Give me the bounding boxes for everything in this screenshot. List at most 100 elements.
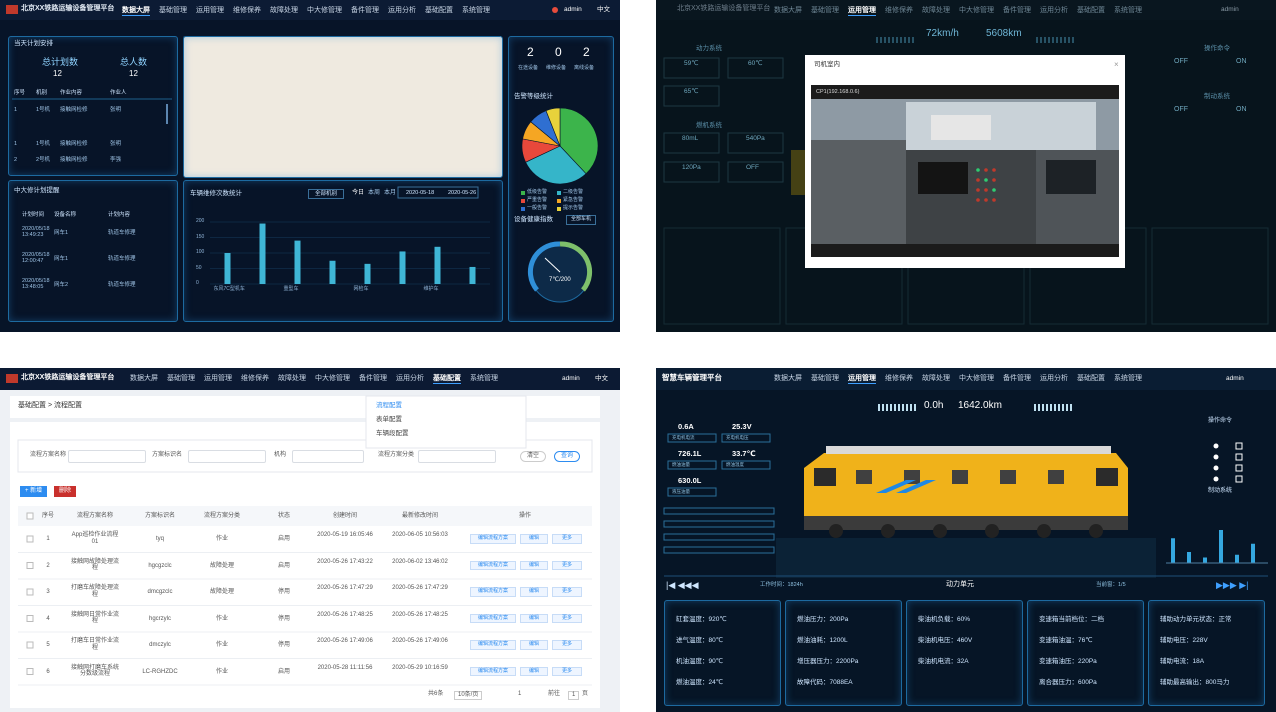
user-name[interactable]: admin (564, 6, 582, 13)
action-button[interactable]: 编辑 (520, 534, 548, 544)
nav-item[interactable]: 运用管理 (848, 7, 876, 16)
nav-item[interactable]: 故障处理 (278, 375, 306, 382)
pie-slice (559, 107, 599, 175)
deco (1038, 404, 1040, 411)
action-button[interactable]: 编辑 (520, 613, 548, 624)
action-button[interactable]: 编辑流程方案 (470, 666, 516, 677)
nav-item[interactable]: 运用管理 (848, 375, 876, 384)
nav-item[interactable]: 备件管理 (1003, 375, 1031, 382)
nav-item[interactable]: 备件管理 (359, 375, 387, 382)
language[interactable]: 中文 (595, 375, 608, 382)
pagination[interactable]: 1 (568, 691, 580, 700)
nav-item[interactable]: 系统管理 (1114, 375, 1142, 382)
user-name[interactable]: admin (1226, 375, 1244, 382)
add-button[interactable]: + 新增 (20, 486, 48, 497)
nav-item[interactable]: 备件管理 (1003, 7, 1031, 14)
period-tab[interactable]: 本周 (368, 190, 381, 196)
nav-item[interactable]: 运用管理 (196, 7, 224, 14)
action-button[interactable]: 编辑 (520, 560, 548, 571)
nav-item[interactable]: 故障处理 (270, 7, 298, 14)
select[interactable]: 全部机别 (308, 189, 345, 200)
clear-button[interactable]: 清空 (520, 451, 547, 462)
nav-item[interactable]: 中大修管理 (959, 375, 994, 382)
filter-input[interactable] (418, 450, 496, 463)
nav-item[interactable]: 运用分析 (388, 7, 416, 14)
metric-card (1027, 600, 1144, 706)
action-button[interactable]: 编辑 (520, 587, 548, 597)
user-name[interactable]: admin (1221, 6, 1239, 13)
menu-item[interactable]: 车辆段配置 (376, 430, 409, 437)
action-button[interactable]: 编辑 (520, 666, 548, 677)
nav-item[interactable]: 中大修管理 (307, 7, 342, 14)
date-input[interactable]: 2020-05-26 (448, 190, 477, 196)
legend-label: 紧急告警 (563, 197, 584, 203)
nav-item[interactable]: 基础配置 (1077, 7, 1105, 14)
nav-item[interactable]: 运用分析 (1040, 375, 1068, 382)
nav-item[interactable]: 数据大屏 (774, 7, 802, 14)
action-button[interactable]: 编辑流程方案 (470, 613, 516, 624)
delete-button[interactable]: 删除 (54, 486, 77, 497)
action-button[interactable]: 更多 (552, 666, 582, 677)
period-tab[interactable]: 本月 (384, 190, 397, 196)
nav-item[interactable]: 基础管理 (159, 7, 187, 14)
action-button[interactable]: 更多 (552, 534, 582, 544)
nav-item[interactable]: 基础配置 (433, 375, 461, 384)
nav-item[interactable]: 数据大屏 (774, 375, 802, 382)
filter-input[interactable] (188, 450, 266, 463)
section-title: 动力单元 (946, 581, 974, 588)
nav-item[interactable]: 数据大屏 (122, 7, 150, 16)
metric-card (664, 600, 781, 706)
nav-item[interactable]: 系统管理 (470, 375, 498, 382)
stat-value: 726.1L (678, 449, 702, 458)
bar (1251, 543, 1255, 563)
nav-item[interactable]: 基础管理 (167, 375, 195, 382)
nav-item[interactable]: 维修保养 (885, 375, 913, 382)
action-button[interactable]: 编辑流程方案 (470, 640, 516, 650)
pagination[interactable]: 1 (518, 691, 522, 697)
nav-item[interactable]: 故障处理 (922, 7, 950, 14)
pagination[interactable]: 10条/页 (454, 691, 483, 700)
nav-item[interactable]: 维修保养 (233, 7, 261, 14)
menu-item[interactable]: 流程配置 (376, 402, 402, 409)
date-input[interactable]: 2020-05-18 (406, 190, 435, 196)
table-cell: 5 (46, 642, 50, 648)
nav-item[interactable]: 基础管理 (811, 375, 839, 382)
nav-item[interactable]: 中大修管理 (959, 7, 994, 14)
action-button[interactable]: 更多 (552, 640, 582, 650)
nav-item[interactable]: 中大修管理 (315, 375, 350, 382)
user-name[interactable]: admin (562, 375, 580, 382)
nav-item[interactable]: 基础管理 (811, 7, 839, 14)
nav-item[interactable]: 运用分析 (396, 375, 424, 382)
menu-item[interactable]: 表单配置 (376, 416, 402, 423)
nav-item[interactable]: 系统管理 (462, 7, 490, 14)
pagination[interactable]: 前往 (548, 691, 561, 697)
select[interactable]: 全部车机 (566, 215, 597, 225)
indicator (1235, 453, 1243, 461)
nav-item[interactable]: 维修保养 (241, 375, 269, 382)
nav-item[interactable]: 故障处理 (922, 375, 950, 382)
card-title: 告警等级统计 (514, 93, 553, 100)
deco (1050, 404, 1052, 411)
nav-item[interactable]: 运用管理 (204, 375, 232, 382)
nav-item[interactable]: 基础配置 (1077, 375, 1105, 382)
nav-item[interactable]: 数据大屏 (130, 375, 158, 382)
nav-item[interactable]: 系统管理 (1114, 7, 1142, 14)
action-button[interactable]: 更多 (552, 613, 582, 624)
search-button[interactable]: 查询 (554, 451, 581, 462)
action-button[interactable]: 更多 (552, 560, 582, 571)
nav-item[interactable]: 维修保养 (885, 7, 913, 14)
action-button[interactable]: 编辑流程方案 (470, 560, 516, 571)
filter-input[interactable] (292, 450, 364, 463)
action-button[interactable]: 编辑 (520, 640, 548, 650)
action-button[interactable]: 更多 (552, 587, 582, 597)
y-tick-label: 200 (196, 218, 205, 224)
language[interactable]: 中文 (597, 6, 610, 13)
nav-item[interactable]: 备件管理 (351, 7, 379, 14)
period-tab[interactable]: 今日 (352, 190, 365, 196)
nav-item[interactable]: 运用分析 (1040, 7, 1068, 14)
action-button[interactable]: 编辑流程方案 (470, 534, 516, 544)
filter-input[interactable] (68, 450, 146, 463)
table-cell: tyq (155, 536, 165, 542)
action-button[interactable]: 编辑流程方案 (470, 587, 516, 597)
nav-item[interactable]: 基础配置 (425, 7, 453, 14)
